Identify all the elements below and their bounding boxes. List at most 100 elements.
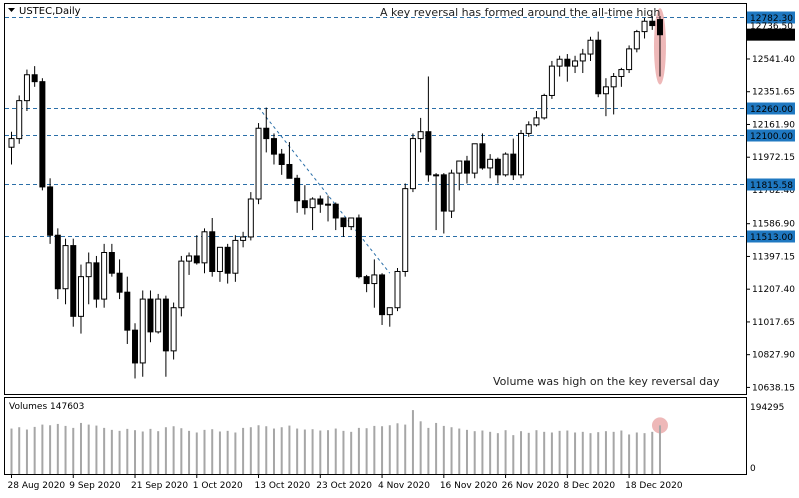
- candle-body: [494, 158, 501, 176]
- date-label: 23 Oct 2020: [316, 481, 372, 491]
- candle-body: [433, 174, 440, 177]
- annotation-top: A key reversal has formed around the all…: [380, 6, 660, 19]
- candle-body: [286, 163, 293, 179]
- candle-body: [301, 200, 308, 209]
- candle-body: [502, 153, 509, 176]
- annotation-bottom: Volume was high on the key reversal day: [493, 375, 720, 388]
- level-label-bg: [747, 102, 795, 115]
- candle-body: [633, 31, 640, 50]
- price-tick-label: 11017.65: [752, 318, 795, 328]
- trendline-layer: [258, 107, 391, 274]
- level-label: 11513.00: [750, 233, 793, 243]
- level-label: 12100.00: [750, 132, 793, 142]
- candle-body: [595, 39, 602, 95]
- candle-body: [348, 217, 355, 228]
- candle-body: [85, 262, 92, 278]
- candle-body: [402, 188, 409, 272]
- level-label-bg: [747, 178, 795, 191]
- candle-body: [116, 272, 123, 293]
- date-label: 4 Nov 2020: [378, 481, 430, 491]
- candle-body: [355, 217, 362, 278]
- candle-body: [317, 198, 324, 205]
- candle-body: [47, 186, 54, 236]
- date-label: 28 Aug 2020: [8, 481, 66, 491]
- candle-body: [77, 276, 84, 317]
- candle-body: [8, 138, 15, 148]
- candle-body: [332, 203, 339, 219]
- candle-body: [162, 298, 169, 352]
- price-tick-label: 12161.90: [752, 120, 795, 130]
- level-label: 12260.00: [750, 105, 793, 115]
- candle-body: [641, 20, 648, 33]
- price-tick-label: 10638.15: [752, 383, 795, 393]
- current-price-label-bg: [747, 28, 795, 41]
- volume-panel-label: Volumes 147603: [9, 402, 84, 412]
- candle-body: [108, 251, 115, 274]
- price-tick-label: 10827.90: [752, 351, 795, 361]
- candle-body: [371, 274, 378, 285]
- price-label: 12736.50: [750, 22, 793, 32]
- candle-body: [270, 138, 277, 155]
- candle-body: [649, 20, 656, 27]
- date-label: 26 Nov 2020: [502, 481, 560, 491]
- candle-body: [325, 203, 332, 206]
- candle-body: [209, 231, 216, 272]
- level-label-bg: [747, 230, 795, 243]
- candle-body: [579, 53, 586, 62]
- candle-body: [363, 276, 370, 285]
- date-label: 1 Oct 2020: [193, 481, 243, 491]
- candle-body: [170, 307, 177, 352]
- candle-body: [178, 260, 185, 309]
- time-axis: 28 Aug 2020 9 Sep 2020 21 Sep 2020 1 Oct 20…: [8, 474, 683, 491]
- candle-body: [587, 39, 594, 55]
- support-resistance-levels: [5, 17, 746, 237]
- candle-body: [139, 298, 146, 364]
- candle-body: [255, 127, 262, 200]
- candle-body: [572, 60, 579, 67]
- candle-body: [224, 246, 231, 274]
- candle-body: [23, 74, 30, 102]
- candle-body: [448, 172, 455, 212]
- candle-body: [533, 117, 540, 126]
- candle-body: [309, 198, 316, 209]
- candle-body: [602, 86, 609, 95]
- candle-body: [510, 153, 517, 176]
- candle-body: [564, 58, 571, 67]
- candle-body: [16, 100, 23, 140]
- level-label: 12782.30: [750, 14, 793, 24]
- candle-body: [31, 74, 38, 83]
- candle-body: [440, 174, 447, 212]
- symbol-label[interactable]: USTEC,Daily: [19, 6, 81, 17]
- candle-body: [101, 251, 108, 300]
- candle-body: [525, 124, 532, 134]
- candle-body: [186, 255, 193, 262]
- price-axis: 12541.40 12351.65 12161.90 11972.15 11782.40…: [746, 11, 795, 393]
- candle-body: [62, 245, 69, 290]
- candle-body: [626, 48, 633, 71]
- volume-series: [10, 410, 661, 474]
- level-label: 11815.58: [750, 181, 793, 191]
- price-tick-label: 11586.90: [752, 220, 795, 230]
- triangle-down-icon[interactable]: [8, 8, 15, 12]
- date-label: 13 Oct 2020: [255, 481, 311, 491]
- candle-body: [247, 198, 254, 238]
- candle-body: [193, 255, 200, 264]
- candle-body: [541, 94, 548, 119]
- price-tick-label: 12541.40: [752, 55, 795, 65]
- price-tick-label: 11972.15: [752, 153, 795, 163]
- current-price-label: 12682.40: [750, 31, 793, 41]
- date-label: 9 Sep 2020: [69, 481, 121, 491]
- candle-body: [656, 19, 663, 36]
- candle-body: [340, 217, 347, 228]
- price-tick-label: 11207.40: [752, 285, 795, 295]
- candle-body: [556, 58, 563, 67]
- date-label: 18 Dec 2020: [625, 481, 683, 491]
- candle-body: [240, 236, 247, 241]
- candle-body: [548, 65, 555, 96]
- candle-body: [610, 75, 617, 88]
- candle-body: [70, 245, 77, 317]
- volume-scale-max-label: 194295: [750, 403, 784, 413]
- candle-body: [386, 307, 393, 316]
- candlestick-series: [8, 16, 663, 379]
- volume-scale-zero-label: 0: [750, 464, 756, 474]
